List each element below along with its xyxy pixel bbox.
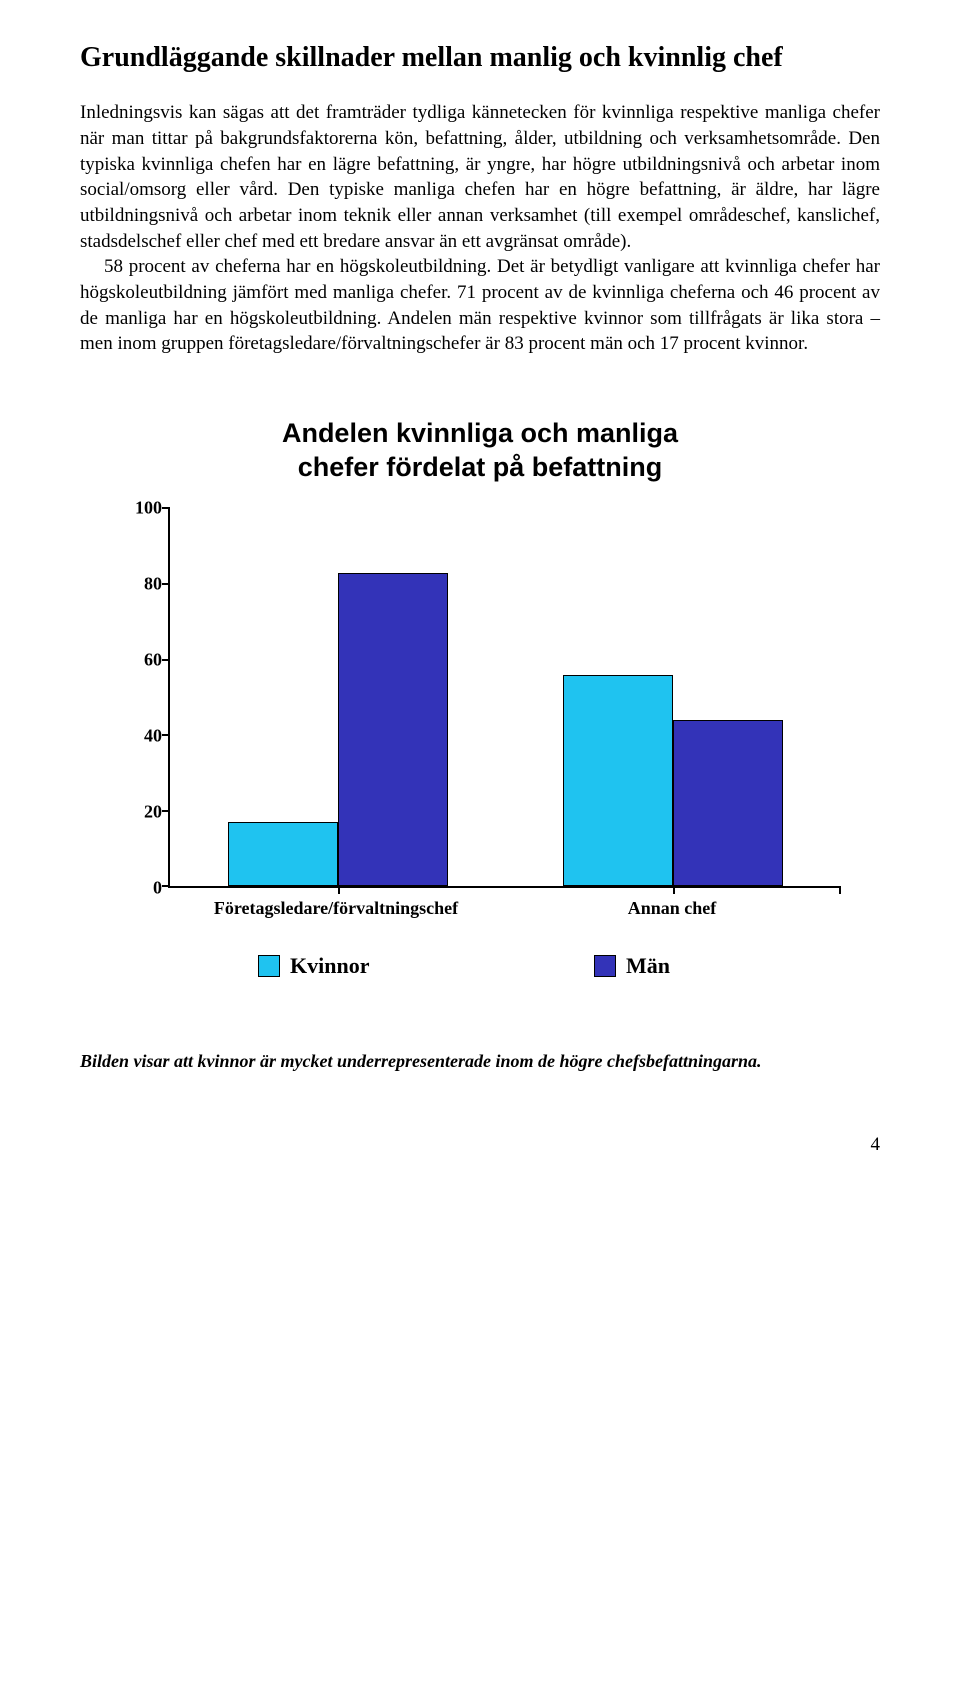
- y-tick-mark: [162, 659, 170, 661]
- x-axis-label: Företagsledare/förvaltningschef: [168, 888, 504, 919]
- y-tick-label: 80: [144, 574, 162, 595]
- chart-container: Andelen kvinnliga och manliga chefer för…: [120, 417, 840, 980]
- body-paragraph: Inledningsvis kan sägas att det framträd…: [80, 100, 880, 356]
- y-tick-label: 0: [153, 878, 162, 899]
- bar: [228, 822, 338, 886]
- page-number: 4: [80, 1134, 880, 1156]
- legend-label: Män: [626, 953, 670, 979]
- y-tick-mark: [162, 583, 170, 585]
- legend-swatch: [258, 955, 280, 977]
- y-tick-mark: [162, 734, 170, 736]
- x-tick-mark: [839, 886, 841, 894]
- y-axis: 020406080100: [120, 508, 168, 888]
- bar-group: [505, 508, 840, 886]
- y-tick-mark: [162, 507, 170, 509]
- chart-title-line2: chefer fördelat på befattning: [298, 452, 663, 482]
- x-tick-mark: [673, 886, 675, 894]
- plot-area: [168, 508, 840, 888]
- legend-item: Kvinnor: [168, 953, 504, 979]
- x-tick-mark: [338, 886, 340, 894]
- legend-swatch: [594, 955, 616, 977]
- y-tick-label: 40: [144, 726, 162, 747]
- chart-title-line1: Andelen kvinnliga och manliga: [282, 418, 678, 448]
- y-tick-label: 100: [135, 498, 162, 519]
- legend-item: Män: [504, 953, 840, 979]
- bar: [673, 720, 783, 886]
- chart-legend: Kvinnor Män: [168, 953, 840, 979]
- bar-group: [170, 508, 505, 886]
- bar-chart: 020406080100: [120, 508, 840, 888]
- y-tick-label: 20: [144, 802, 162, 823]
- legend-label: Kvinnor: [290, 953, 369, 979]
- bar: [338, 573, 448, 887]
- y-tick-mark: [162, 885, 170, 887]
- section-heading: Grundläggande skillnader mellan manlig o…: [80, 40, 880, 76]
- x-axis-labels: Företagsledare/förvaltningschefAnnan che…: [168, 888, 840, 919]
- y-tick-label: 60: [144, 650, 162, 671]
- y-tick-mark: [162, 810, 170, 812]
- chart-title: Andelen kvinnliga och manliga chefer för…: [120, 417, 840, 485]
- bar: [563, 675, 673, 887]
- chart-caption: Bilden visar att kvinnor är mycket under…: [80, 1049, 880, 1073]
